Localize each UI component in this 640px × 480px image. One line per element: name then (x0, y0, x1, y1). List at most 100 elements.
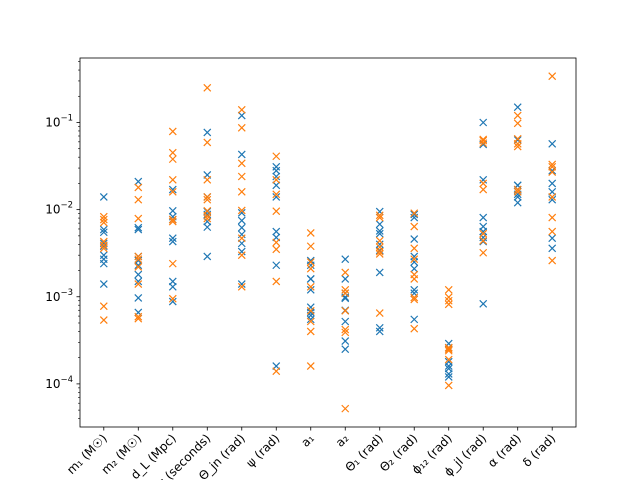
data-point (479, 179, 488, 188)
data-point (410, 295, 419, 304)
data-point (134, 312, 143, 321)
data-point (168, 217, 177, 226)
data-point (203, 128, 212, 137)
data-point (168, 215, 177, 224)
data-point (134, 255, 143, 264)
data-point (444, 370, 453, 378)
data-point (272, 367, 281, 376)
data-point (513, 111, 522, 120)
data-point (237, 150, 246, 159)
data-point (168, 175, 177, 184)
data-point (99, 212, 108, 221)
data-point (134, 225, 143, 234)
data-point (513, 119, 522, 128)
data-point (548, 139, 557, 148)
data-point (375, 236, 384, 245)
data-point (375, 213, 384, 222)
data-point (306, 317, 315, 326)
data-point (134, 263, 143, 271)
data-point (479, 248, 488, 257)
data-point (410, 244, 419, 253)
data-point (168, 148, 177, 157)
data-point (341, 317, 350, 326)
data-point (444, 381, 453, 390)
data-point (168, 185, 177, 194)
data-point (168, 206, 177, 215)
data-point (203, 217, 212, 226)
data-point (548, 234, 557, 243)
data-point (99, 228, 108, 237)
data-point (99, 302, 108, 311)
plot-frame (79, 57, 577, 428)
data-point (272, 172, 281, 181)
data-point (306, 327, 315, 336)
data-point (203, 83, 212, 92)
data-point (513, 139, 522, 148)
data-point (306, 306, 315, 315)
data-point (375, 207, 384, 216)
data-point (513, 103, 522, 112)
data-point (479, 136, 488, 145)
data-point (237, 206, 246, 215)
data-point (341, 289, 350, 298)
data-point (99, 215, 108, 224)
data-point (168, 294, 177, 303)
data-marks (99, 72, 557, 413)
data-point (134, 183, 143, 192)
data-point (168, 234, 177, 243)
data-point (168, 127, 177, 136)
data-point (99, 225, 108, 234)
data-point (444, 343, 453, 352)
data-point (237, 251, 246, 260)
data-point (479, 236, 488, 245)
data-point (410, 285, 419, 294)
data-point (341, 268, 350, 277)
data-point (444, 362, 453, 371)
data-point (203, 211, 212, 220)
data-point (410, 209, 419, 218)
data-point (410, 255, 419, 264)
data-point (306, 282, 315, 291)
data-point (203, 214, 212, 223)
data-point (341, 337, 350, 345)
data-point (272, 261, 281, 270)
data-point (375, 229, 384, 238)
data-point (168, 155, 177, 164)
data-point (548, 72, 557, 81)
data-point (272, 181, 281, 190)
data-point (237, 223, 246, 232)
data-point (99, 241, 108, 250)
data-point (479, 229, 488, 238)
data-point (548, 195, 557, 204)
data-point (375, 247, 384, 256)
data-point (134, 293, 143, 302)
data-point (306, 229, 315, 237)
data-point (341, 285, 350, 294)
data-point (410, 222, 419, 231)
data-point (237, 216, 246, 225)
data-point (272, 227, 281, 236)
data-point (99, 237, 108, 246)
series-2 (99, 72, 557, 413)
data-point (513, 136, 522, 144)
data-point (479, 118, 488, 127)
data-point (548, 256, 557, 265)
data-point (237, 123, 246, 132)
data-point (548, 213, 557, 222)
data-point (306, 285, 315, 294)
data-point (479, 213, 488, 222)
data-point (375, 323, 384, 332)
data-point (168, 297, 177, 306)
data-point (168, 187, 177, 196)
data-point (168, 259, 177, 268)
y-tick-label: 10−3 (45, 288, 73, 304)
data-point (99, 192, 108, 201)
data-point (444, 373, 453, 381)
data-point (134, 270, 143, 279)
data-point (237, 282, 246, 291)
data-point (548, 244, 557, 253)
data-point (479, 175, 488, 184)
data-point (375, 250, 384, 258)
data-point (479, 135, 488, 144)
data-point (272, 166, 281, 175)
